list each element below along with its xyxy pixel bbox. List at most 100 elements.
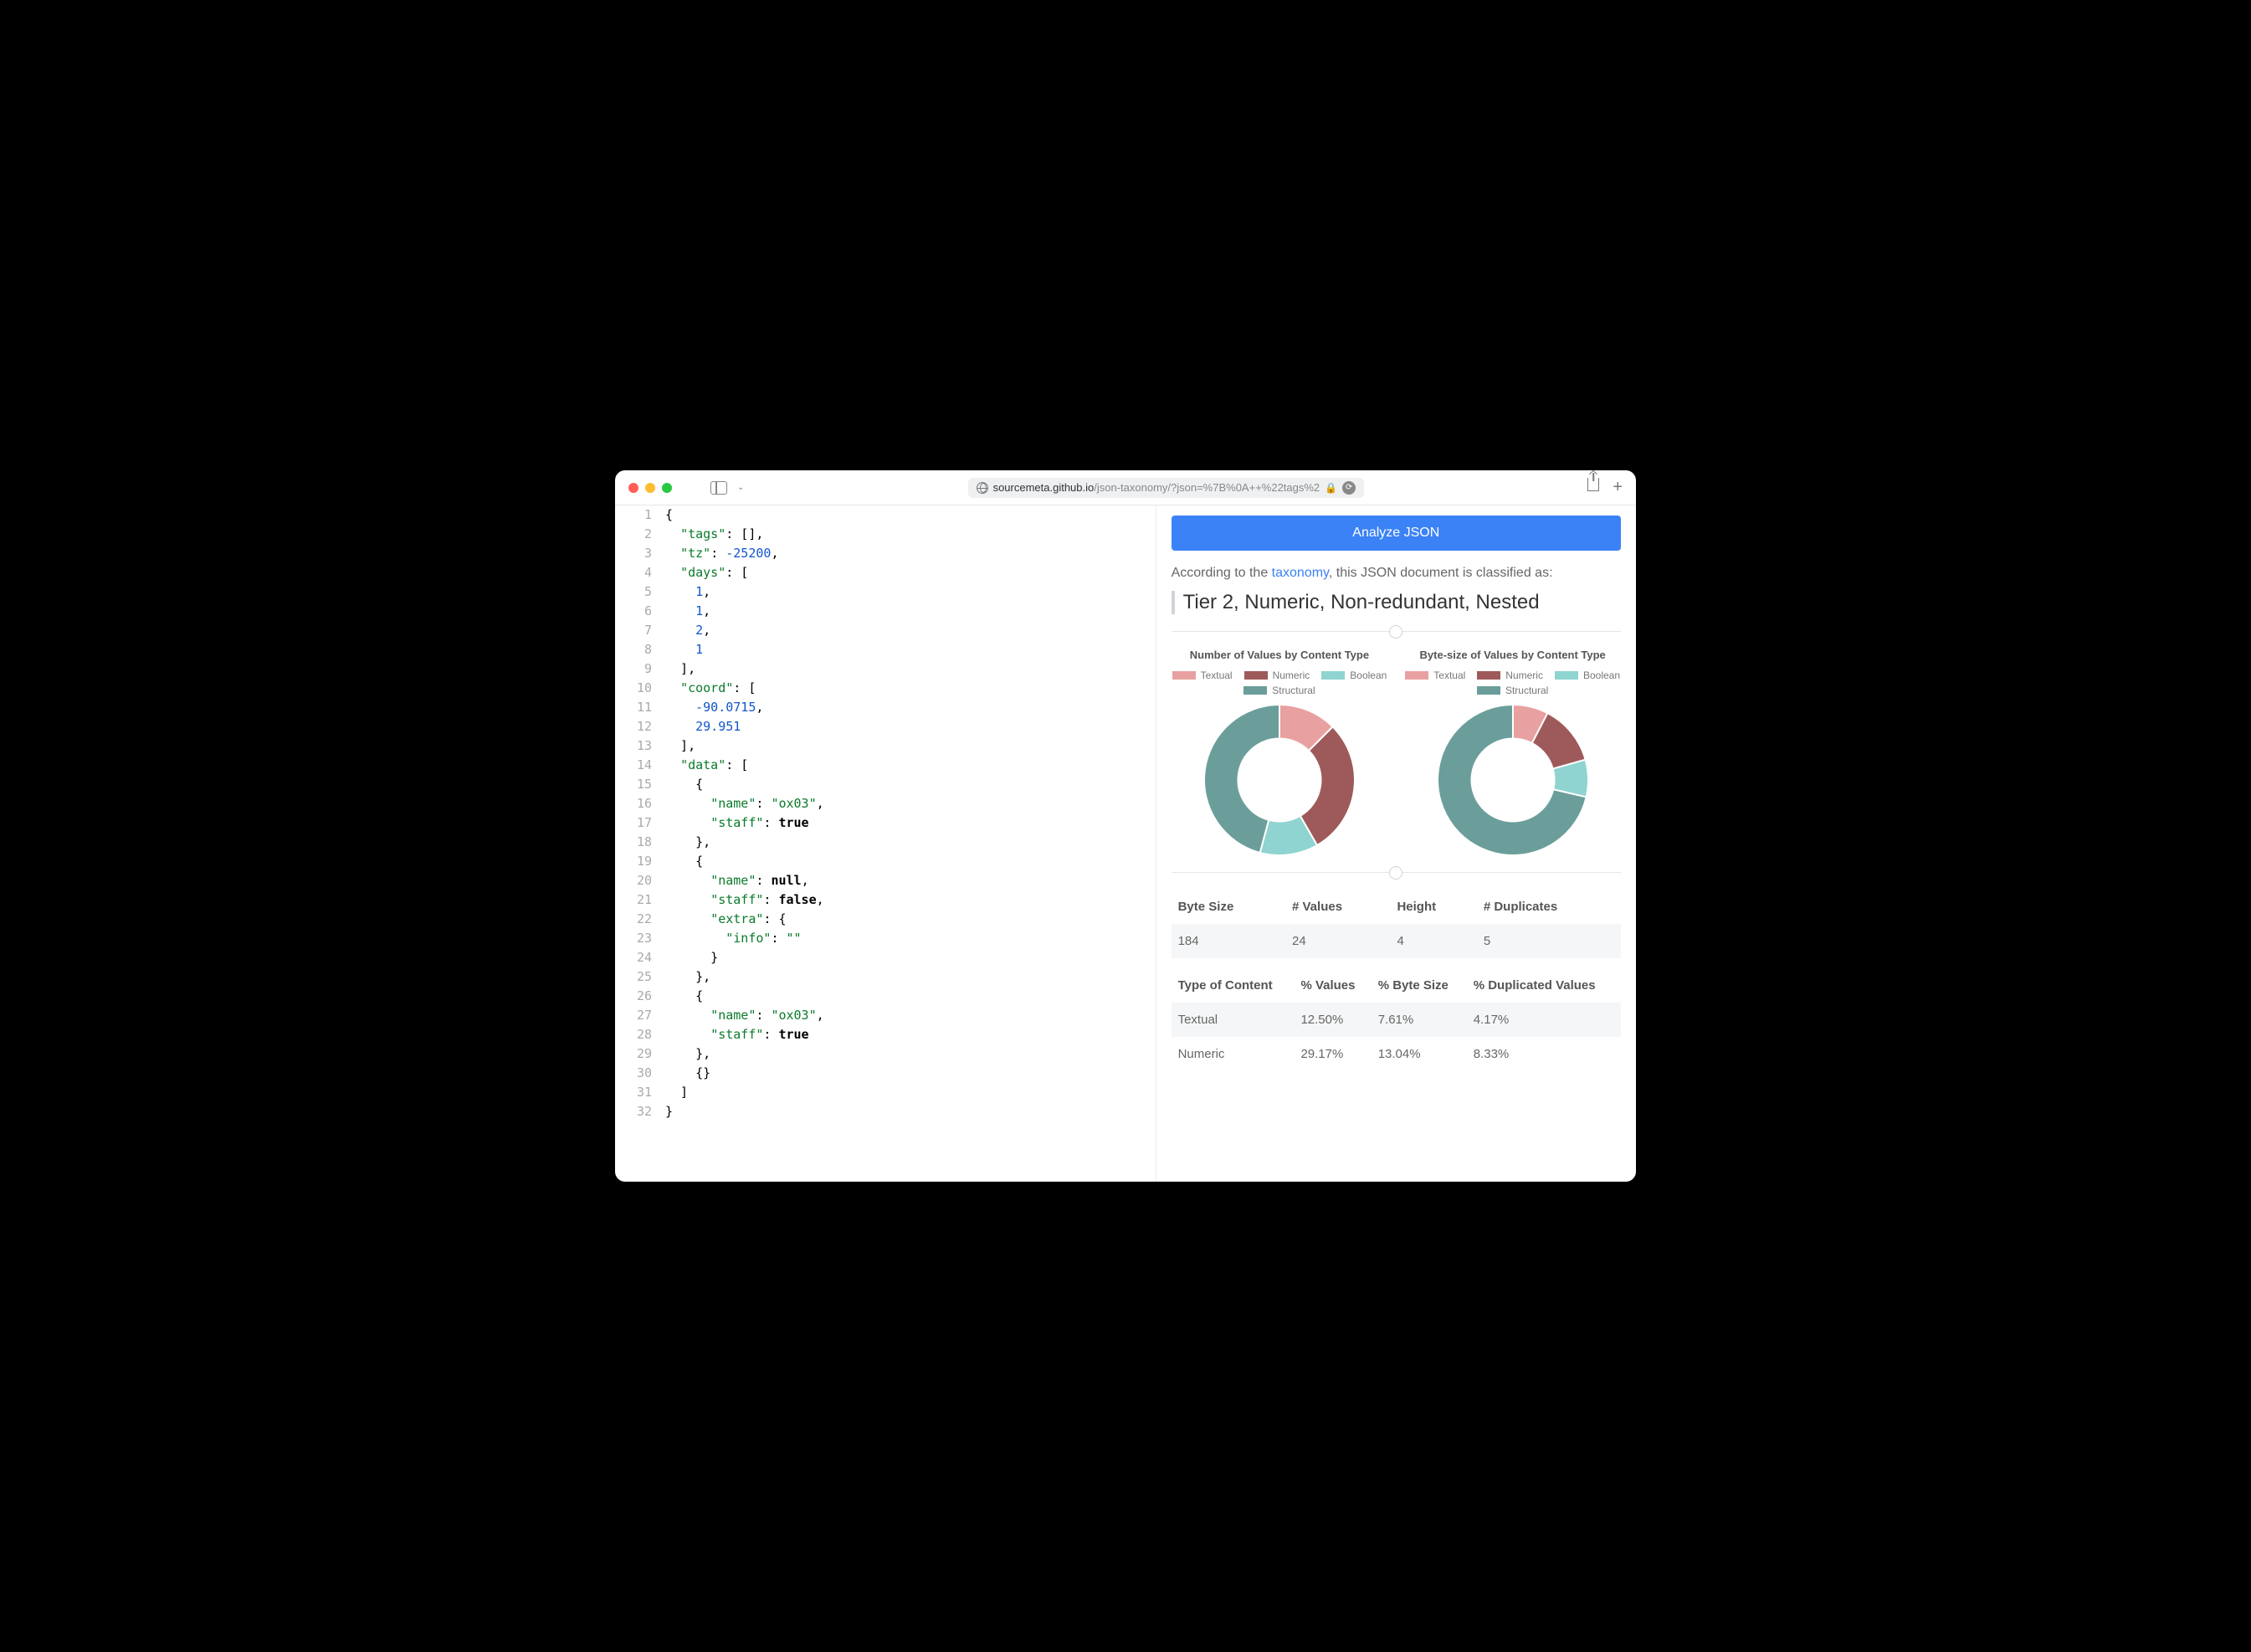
line-number: 8 (615, 640, 665, 659)
code-line[interactable]: ], (665, 736, 1156, 756)
legend-label: Numeric (1273, 670, 1310, 681)
chart-title: Byte-size of Values by Content Type (1404, 649, 1621, 661)
code-line[interactable]: } (665, 948, 1156, 967)
code-line[interactable]: "tags": [], (665, 525, 1156, 544)
code-line[interactable]: 29.951 (665, 717, 1156, 736)
line-number: 21 (615, 890, 665, 910)
code-line[interactable]: "name": "ox03", (665, 794, 1156, 813)
table-header: # Values (1285, 890, 1390, 924)
line-number: 32 (615, 1102, 665, 1121)
code-line[interactable]: "staff": true (665, 1025, 1156, 1044)
table-cell: 24 (1285, 924, 1390, 958)
chart-title: Number of Values by Content Type (1172, 649, 1388, 661)
legend-swatch (1243, 686, 1267, 695)
code-line[interactable]: 1, (665, 602, 1156, 621)
table-cell: 4.17% (1467, 1003, 1621, 1037)
table-cell: 5 (1477, 924, 1621, 958)
code-line[interactable]: "data": [ (665, 756, 1156, 775)
code-line[interactable]: } (665, 1102, 1156, 1121)
code-line[interactable]: }, (665, 833, 1156, 852)
intro-text: According to the taxonomy, this JSON doc… (1172, 566, 1621, 581)
table-cell: Numeric (1172, 1037, 1295, 1071)
legend-item: Structural (1243, 685, 1315, 696)
line-number: 10 (615, 679, 665, 698)
legend-label: Textual (1433, 670, 1465, 681)
legend-item: Structural (1477, 685, 1548, 696)
refresh-icon[interactable]: ⟳ (1342, 481, 1356, 495)
code-line[interactable]: { (665, 987, 1156, 1006)
code-line[interactable]: 1 (665, 640, 1156, 659)
code-line[interactable]: }, (665, 1044, 1156, 1064)
titlebar: ⌄ sourcemeta.github.io/json-taxonomy/?js… (615, 470, 1636, 505)
line-number: 23 (615, 929, 665, 948)
code-line[interactable]: { (665, 775, 1156, 794)
code-line[interactable]: {} (665, 1064, 1156, 1083)
minimize-icon[interactable] (645, 483, 655, 493)
code-line[interactable]: "name": null, (665, 871, 1156, 890)
url-input[interactable]: sourcemeta.github.io/json-taxonomy/?json… (968, 478, 1365, 498)
share-icon[interactable] (1587, 478, 1599, 491)
new-tab-icon[interactable]: + (1613, 478, 1623, 497)
line-number: 7 (615, 621, 665, 640)
legend-swatch (1321, 671, 1345, 680)
legend-label: Textual (1201, 670, 1233, 681)
analyze-button[interactable]: Analyze JSON (1172, 516, 1621, 551)
code-line[interactable]: "days": [ (665, 563, 1156, 582)
code-line[interactable]: "coord": [ (665, 679, 1156, 698)
lock-icon: 🔒 (1325, 482, 1337, 494)
code-line[interactable]: ], (665, 659, 1156, 679)
legend-item: Boolean (1321, 670, 1387, 681)
line-number: 9 (615, 659, 665, 679)
chart-bytesize: Byte-size of Values by Content Type Text… (1404, 649, 1621, 855)
code-line[interactable]: 1, (665, 582, 1156, 602)
line-number: 4 (615, 563, 665, 582)
code-line[interactable]: "info": "" (665, 929, 1156, 948)
table-header: % Byte Size (1372, 968, 1467, 1003)
window-controls (628, 483, 672, 493)
divider (1172, 872, 1621, 873)
table-row: Numeric29.17%13.04%8.33% (1172, 1037, 1621, 1071)
line-number: 2 (615, 525, 665, 544)
code-line[interactable]: }, (665, 967, 1156, 987)
table-header: Byte Size (1172, 890, 1285, 924)
line-number: 17 (615, 813, 665, 833)
code-line[interactable]: { (665, 852, 1156, 871)
close-icon[interactable] (628, 483, 638, 493)
legend-swatch (1244, 671, 1268, 680)
table-header: Height (1390, 890, 1476, 924)
code-line[interactable]: "tz": -25200, (665, 544, 1156, 563)
content-type-table: Type of Content% Values% Byte Size% Dupl… (1172, 968, 1621, 1071)
code-line[interactable]: -90.0715, (665, 698, 1156, 717)
legend-label: Numeric (1505, 670, 1543, 681)
line-number: 25 (615, 967, 665, 987)
code-line[interactable]: "staff": false, (665, 890, 1156, 910)
url-host: sourcemeta.github.io (993, 481, 1095, 494)
chevron-down-icon[interactable]: ⌄ (737, 483, 744, 492)
code-line[interactable]: { (665, 505, 1156, 525)
table-cell: 13.04% (1372, 1037, 1467, 1071)
legend-item: Boolean (1555, 670, 1620, 681)
code-line[interactable]: "name": "ox03", (665, 1006, 1156, 1025)
code-line[interactable]: ] (665, 1083, 1156, 1102)
code-editor[interactable]: 1{2 "tags": [],3 "tz": -25200,4 "days": … (615, 505, 1156, 1182)
legend-item: Textual (1405, 670, 1465, 681)
legend-item: Textual (1172, 670, 1233, 681)
legend-item: Numeric (1244, 670, 1310, 681)
chart-values: Number of Values by Content Type Textual… (1172, 649, 1388, 855)
legend-swatch (1477, 671, 1500, 680)
table-cell: 8.33% (1467, 1037, 1621, 1071)
maximize-icon[interactable] (662, 483, 672, 493)
legend-item: Numeric (1477, 670, 1543, 681)
table-cell: 29.17% (1294, 1037, 1371, 1071)
line-number: 22 (615, 910, 665, 929)
sidebar-toggle-icon[interactable] (710, 481, 727, 495)
chart-legend: Textual Numeric Boolean Structural (1172, 670, 1388, 696)
code-line[interactable]: "extra": { (665, 910, 1156, 929)
code-line[interactable]: "staff": true (665, 813, 1156, 833)
taxonomy-link[interactable]: taxonomy (1272, 566, 1329, 580)
line-number: 1 (615, 505, 665, 525)
table-cell: 184 (1172, 924, 1285, 958)
line-number: 24 (615, 948, 665, 967)
code-line[interactable]: 2, (665, 621, 1156, 640)
divider (1172, 631, 1621, 632)
